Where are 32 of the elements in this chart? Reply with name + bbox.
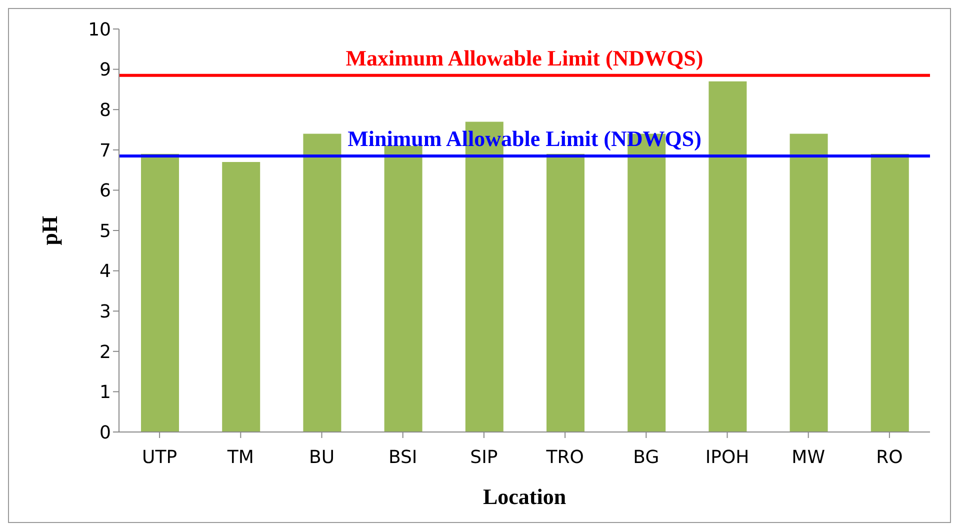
x-tick-label: UTP (142, 446, 178, 468)
y-tick-label: 4 (100, 261, 111, 282)
bar (384, 146, 422, 432)
y-axis-title: pH (36, 216, 62, 246)
y-tick-label: 7 (100, 140, 111, 162)
x-tick-label: BSI (388, 446, 418, 468)
bar (708, 81, 747, 432)
bar (790, 134, 828, 432)
bar (141, 154, 179, 432)
y-tick-label: 2 (100, 342, 111, 363)
y-tick-label: 9 (100, 60, 111, 81)
y-tick-label: 6 (100, 180, 111, 202)
y-tick-label: 5 (100, 220, 111, 242)
x-axis-title: Location (482, 484, 566, 509)
x-tick-label: BU (308, 446, 335, 468)
y-tick-label: 0 (100, 422, 111, 444)
bar (546, 154, 584, 432)
y-tick-label: 1 (100, 382, 111, 404)
x-tick-label: BG (633, 446, 660, 468)
bar (303, 134, 342, 432)
y-tick-label: 10 (88, 19, 111, 40)
x-tick-label: MW (792, 446, 826, 468)
x-tick-label: TRO (545, 446, 584, 468)
x-tick-label: TM (226, 446, 254, 468)
x-tick-label: IPOH (705, 446, 750, 468)
y-tick-label: 8 (100, 100, 111, 121)
x-tick-label: RO (876, 446, 903, 468)
y-tick-label: 3 (100, 301, 111, 322)
bar (870, 154, 909, 432)
bar (222, 162, 260, 432)
ref-line-label: Maximum Allowable Limit (NDWQS) (346, 45, 704, 70)
x-tick-label: SIP (470, 446, 498, 468)
